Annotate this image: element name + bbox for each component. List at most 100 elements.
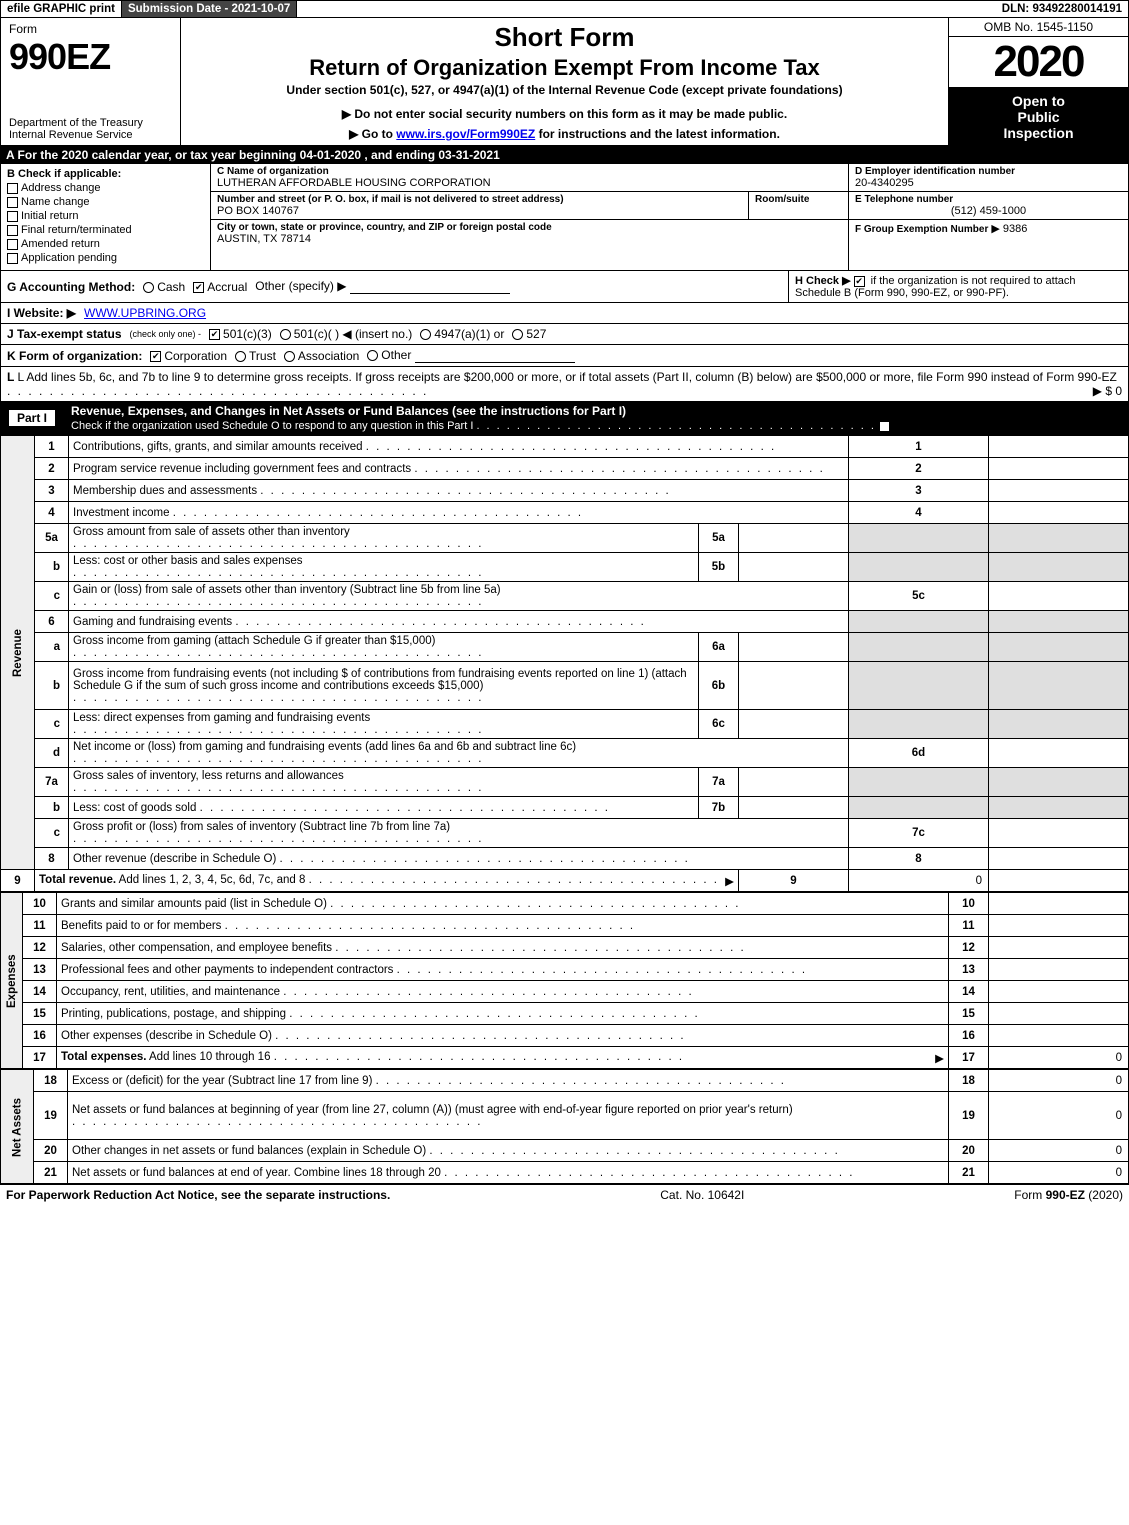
cell-value[interactable] — [989, 1025, 1129, 1047]
mini-cell-value[interactable] — [739, 797, 849, 819]
j-501c[interactable]: 501(c)( ) ◀ (insert no.) — [280, 327, 413, 341]
main-title: Return of Organization Exempt From Incom… — [189, 55, 940, 81]
cell-number: 9 — [739, 870, 849, 892]
f-label: F Group Exemption Number — [855, 224, 988, 235]
chk-address-change[interactable]: Address change — [7, 182, 204, 194]
line-number: 20 — [34, 1140, 68, 1162]
cell-value[interactable] — [989, 915, 1129, 937]
expense-row: 13Professional fees and other payments t… — [1, 959, 1129, 981]
k-trust[interactable]: Trust — [235, 349, 276, 363]
h-checkbox[interactable] — [854, 276, 865, 287]
g-accrual[interactable]: Accrual — [193, 280, 247, 294]
part1-title: Revenue, Expenses, and Changes in Net As… — [71, 404, 626, 418]
mini-cell-value[interactable] — [739, 768, 849, 797]
line-number: 4 — [35, 502, 69, 524]
submission-date-button[interactable]: Submission Date - 2021-10-07 — [122, 1, 297, 17]
mini-cell-number: 6b — [699, 662, 739, 710]
chk-initial-return[interactable]: Initial return — [7, 210, 204, 222]
line-number: 3 — [35, 480, 69, 502]
mini-cell-number: 5b — [699, 553, 739, 582]
cell-value[interactable] — [989, 848, 1129, 870]
netasset-row: 21Net assets or fund balances at end of … — [1, 1162, 1129, 1184]
cell-value[interactable]: 0 — [989, 1140, 1129, 1162]
cell-value[interactable] — [989, 458, 1129, 480]
website-link[interactable]: WWW.UPBRING.ORG — [84, 306, 206, 320]
netassets-side-label: Net Assets — [1, 1070, 34, 1184]
line-description: Gross amount from sale of assets other t… — [69, 524, 699, 553]
cell-number — [849, 710, 989, 739]
row-k: K Form of organization: Corporation Trus… — [0, 345, 1129, 367]
mini-cell-value[interactable] — [739, 633, 849, 662]
line-description: Gross income from gaming (attach Schedul… — [69, 633, 699, 662]
expenses-table: Expenses 10Grants and similar amounts pa… — [0, 892, 1129, 1069]
mini-cell-value[interactable] — [739, 553, 849, 582]
cell-value[interactable] — [989, 1003, 1129, 1025]
expense-row: 10Grants and similar amounts paid (list … — [1, 893, 1129, 915]
g-other[interactable]: Other (specify) ▶ — [255, 279, 510, 294]
revenue-side-label: Revenue — [1, 436, 35, 870]
irs-link[interactable]: www.irs.gov/Form990EZ — [396, 127, 535, 141]
cell-value[interactable] — [989, 937, 1129, 959]
l-amount: ▶ $ 0 — [1093, 384, 1122, 398]
header-right: OMB No. 1545-1150 2020 Open to Public In… — [948, 18, 1128, 145]
k-association[interactable]: Association — [284, 349, 359, 363]
mini-cell-number: 6a — [699, 633, 739, 662]
cell-value[interactable]: 0 — [989, 1162, 1129, 1184]
section-b-title: B Check if applicable: — [7, 168, 204, 180]
k-other[interactable]: Other — [367, 348, 574, 363]
cell-value[interactable]: 0 — [989, 1092, 1129, 1140]
cell-value[interactable] — [989, 893, 1129, 915]
j-501c3[interactable]: 501(c)(3) — [209, 327, 272, 341]
mini-cell-number: 6c — [699, 710, 739, 739]
cell-value[interactable]: 0 — [989, 1047, 1129, 1069]
g-other-input[interactable] — [350, 279, 510, 294]
j-527[interactable]: 527 — [512, 327, 546, 341]
chk-name-change[interactable]: Name change — [7, 196, 204, 208]
k-corporation[interactable]: Corporation — [150, 349, 227, 363]
cell-value[interactable] — [989, 981, 1129, 1003]
line-description: Total expenses. Add lines 10 through 16 … — [57, 1047, 949, 1069]
cell-value[interactable] — [989, 582, 1129, 611]
part1-checkbox[interactable] — [879, 421, 890, 432]
line-description: Occupancy, rent, utilities, and maintena… — [57, 981, 949, 1003]
d-label: D Employer identification number — [855, 166, 1122, 177]
mini-cell-value[interactable] — [739, 524, 849, 553]
section-h: H Check ▶ if the organization is not req… — [788, 271, 1128, 302]
goto-post: for instructions and the latest informat… — [535, 127, 780, 141]
cell-value[interactable]: 0 — [849, 870, 989, 892]
section-b: B Check if applicable: Address change Na… — [1, 164, 211, 270]
inspection-line1: Open to — [953, 93, 1124, 109]
cell-value[interactable] — [989, 502, 1129, 524]
line-number: b — [35, 662, 69, 710]
expense-row: 17Total expenses. Add lines 10 through 1… — [1, 1047, 1129, 1069]
chk-final-return[interactable]: Final return/terminated — [7, 224, 204, 236]
mini-cell-value[interactable] — [739, 710, 849, 739]
h-label: H Check ▶ — [795, 275, 851, 287]
line-description: Net assets or fund balances at beginning… — [68, 1092, 949, 1140]
line-description: Other changes in net assets or fund bala… — [68, 1140, 949, 1162]
cell-value[interactable] — [989, 819, 1129, 848]
expenses-side-label: Expenses — [1, 893, 23, 1069]
cell-value[interactable] — [989, 959, 1129, 981]
chk-amended-return[interactable]: Amended return — [7, 238, 204, 250]
line-description: Benefits paid to or for members — [57, 915, 949, 937]
cell-value[interactable]: 0 — [989, 1070, 1129, 1092]
revenue-row: cGross profit or (loss) from sales of in… — [1, 819, 1129, 848]
expense-row: 12Salaries, other compensation, and empl… — [1, 937, 1129, 959]
cell-number: 5c — [849, 582, 989, 611]
cell-value — [989, 553, 1129, 582]
header-mid: Short Form Return of Organization Exempt… — [181, 18, 948, 145]
cell-number: 17 — [949, 1047, 989, 1069]
k-other-input[interactable] — [415, 348, 575, 363]
revenue-row: 6Gaming and fundraising events — [1, 611, 1129, 633]
j-4947[interactable]: 4947(a)(1) or — [420, 327, 504, 341]
cell-value[interactable] — [989, 436, 1129, 458]
g-cash[interactable]: Cash — [143, 280, 185, 294]
mini-cell-value[interactable] — [739, 662, 849, 710]
chk-application-pending[interactable]: Application pending — [7, 252, 204, 264]
cell-value[interactable] — [989, 739, 1129, 768]
cell-number: 6d — [849, 739, 989, 768]
cell-number: 15 — [949, 1003, 989, 1025]
cell-value[interactable] — [989, 480, 1129, 502]
inspection-line2: Public — [953, 109, 1124, 125]
